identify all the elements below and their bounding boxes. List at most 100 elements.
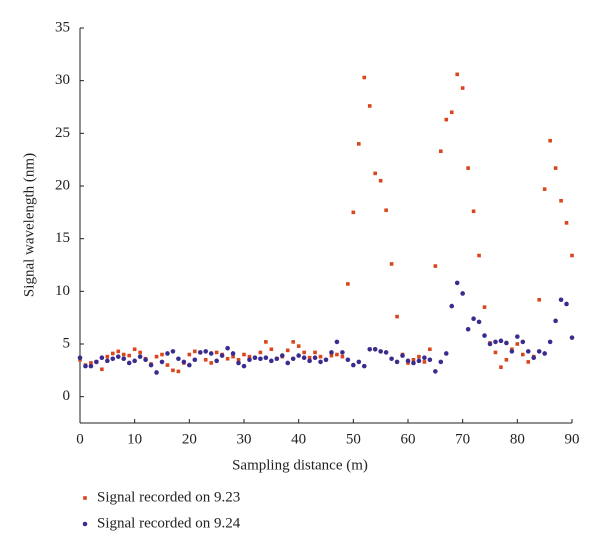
- point: [203, 358, 208, 362]
- point: [471, 209, 476, 214]
- point: [351, 362, 356, 368]
- point: [111, 351, 115, 356]
- point: [498, 338, 504, 344]
- point: [471, 316, 476, 322]
- point: [160, 352, 164, 357]
- point: [154, 354, 159, 359]
- point: [340, 350, 345, 355]
- point: [193, 349, 197, 354]
- point: [335, 352, 339, 357]
- point: [302, 350, 306, 355]
- point: [159, 359, 165, 365]
- point: [493, 339, 498, 345]
- point: [197, 350, 203, 355]
- point: [307, 358, 312, 364]
- point: [318, 359, 323, 365]
- point: [417, 354, 421, 359]
- point: [400, 353, 405, 358]
- point: [548, 138, 552, 143]
- x-tick-label: 90: [565, 431, 580, 447]
- point: [526, 360, 531, 364]
- point: [99, 355, 105, 360]
- point: [236, 360, 241, 366]
- point: [296, 353, 301, 358]
- point: [187, 362, 192, 368]
- point: [203, 349, 209, 354]
- point: [312, 355, 318, 360]
- point: [181, 359, 187, 365]
- point: [367, 346, 373, 352]
- point: [559, 198, 563, 203]
- point: [296, 344, 301, 348]
- point: [225, 356, 230, 361]
- point: [439, 149, 443, 154]
- point: [504, 358, 509, 362]
- point: [378, 349, 383, 354]
- point: [487, 341, 493, 347]
- point: [521, 352, 525, 357]
- point: [214, 358, 219, 364]
- point: [264, 340, 268, 344]
- point: [351, 210, 356, 215]
- point: [361, 363, 367, 369]
- point: [531, 355, 537, 360]
- point: [170, 349, 176, 354]
- point: [121, 356, 127, 362]
- point: [334, 339, 340, 345]
- point: [225, 345, 230, 351]
- point: [165, 351, 170, 356]
- point: [367, 104, 372, 108]
- legend-marker: [83, 496, 87, 500]
- point: [422, 355, 427, 360]
- point: [427, 357, 433, 363]
- point: [536, 349, 542, 354]
- point: [542, 187, 547, 191]
- point: [384, 208, 388, 213]
- y-tick-label: 0: [63, 388, 71, 404]
- point: [493, 350, 498, 355]
- point: [433, 369, 438, 374]
- point: [443, 351, 449, 356]
- point: [383, 350, 389, 355]
- point: [110, 356, 116, 362]
- x-tick-label: 10: [127, 431, 142, 447]
- point: [187, 352, 192, 357]
- point: [247, 354, 252, 359]
- point: [132, 358, 137, 364]
- point: [77, 355, 83, 360]
- point: [444, 117, 449, 122]
- point: [231, 354, 235, 359]
- point: [165, 363, 170, 367]
- point: [115, 354, 121, 359]
- point: [301, 355, 307, 360]
- y-tick-label: 30: [55, 72, 70, 88]
- point: [209, 361, 213, 365]
- point: [236, 358, 241, 362]
- point: [411, 358, 416, 362]
- point: [94, 359, 99, 365]
- point: [553, 166, 558, 170]
- point: [438, 359, 444, 365]
- point: [208, 351, 214, 356]
- legend-label: Signal recorded on 9.24: [97, 515, 241, 531]
- point: [547, 339, 553, 345]
- point: [121, 352, 126, 357]
- point: [449, 110, 454, 115]
- point: [569, 335, 575, 340]
- point: [274, 356, 280, 362]
- x-tick-label: 40: [291, 431, 306, 447]
- point: [542, 351, 547, 356]
- point: [356, 359, 362, 365]
- point: [411, 360, 416, 366]
- point: [291, 340, 295, 344]
- x-tick-label: 60: [401, 431, 416, 447]
- point: [258, 356, 263, 362]
- point: [422, 360, 427, 364]
- point: [154, 370, 159, 375]
- point: [515, 342, 520, 346]
- y-tick-label: 25: [55, 125, 70, 141]
- y-tick-label: 35: [55, 19, 70, 35]
- point: [247, 357, 252, 363]
- point: [482, 333, 487, 338]
- point: [499, 365, 503, 369]
